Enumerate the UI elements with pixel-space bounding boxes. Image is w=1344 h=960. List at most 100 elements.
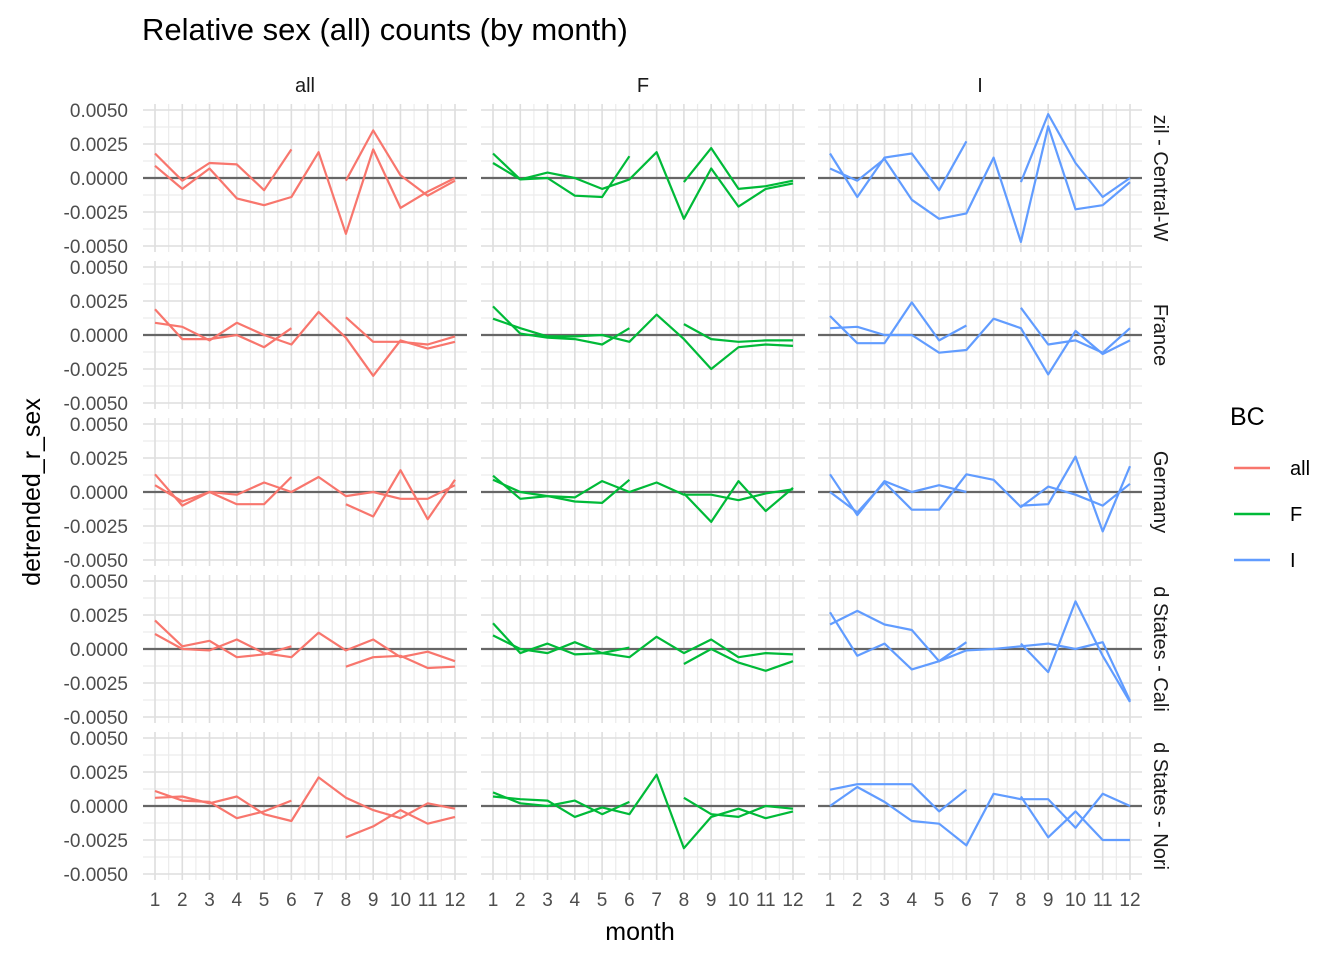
x-tick-label: 2 [515,890,526,911]
row-strip-label: zil - Central-W [1149,115,1171,242]
series-line-I [829,140,968,199]
facet-panel [143,575,467,723]
column-strip-label: all [295,75,315,97]
series-line-F [492,152,631,199]
row-strip-labels: zil - Central-W France Germany d States - C… [1149,115,1171,870]
facet-panel [143,104,467,252]
series-line-all [154,475,456,503]
series-line-all [345,469,456,521]
x-tick-label: 4 [570,890,581,911]
column-strip-labels: all F I [295,75,983,97]
x-axis-tick-labels: 1 2 3 4 5 6 7 8 9 10 11 12 1 2 3 4 5 6 7 8 9 10 11 12 1 2 3 4 5 6 7 8 9 1… [150,890,1141,911]
series-line-F [492,474,631,504]
y-tick-label: -0.0050 [64,708,128,729]
x-tick-label: 11 [418,890,438,911]
y-tick-label: -0.0050 [64,237,128,258]
row-strip-label: France [1149,304,1171,366]
x-tick-label: 2 [852,890,863,911]
x-tick-label: 10 [390,890,411,911]
y-axis-tick-labels: -0.0050-0.00250.00000.00250.0050-0.0050-… [64,101,128,886]
x-tick-label: 6 [286,890,297,911]
y-tick-label: 0.0050 [70,415,128,436]
series-line-F [492,151,794,220]
legend: BC all F I [1230,403,1310,572]
series-line-I [1020,455,1132,533]
series-line-F [683,796,794,819]
series-line-F [492,313,794,371]
x-tick-label: 9 [706,890,717,911]
x-tick-label: 5 [259,890,270,911]
facet-panel [481,104,805,252]
row-strip-label: d States - Cali [1149,586,1171,712]
y-tick-label: 0.0050 [70,729,128,750]
series-line-I [1019,795,1130,842]
x-tick-label: 2 [177,890,188,911]
series-line-I [829,125,1131,243]
y-tick-label: 0.0000 [70,326,128,347]
x-tick-label: 7 [988,890,999,911]
x-tick-label: 9 [1043,890,1054,911]
facet-panel [481,732,805,880]
y-tick-label: 0.0050 [70,101,128,122]
y-tick-label: -0.0050 [64,865,128,886]
y-tick-label: 0.0025 [70,449,128,470]
y-tick-label: 0.0000 [70,483,128,504]
column-strip-label: I [977,75,983,97]
y-tick-label: -0.0050 [64,394,128,415]
series-line-F [492,622,630,656]
series-line-all [154,308,293,349]
facet-panel [818,418,1142,566]
x-tick-label: 4 [232,890,243,911]
facet-panel [818,732,1142,880]
y-tick-label: 0.0025 [70,135,128,156]
series-line-all [154,310,456,377]
x-tick-label: 1 [150,890,161,911]
x-tick-label: 9 [368,890,379,911]
x-axis-label: month [605,918,674,946]
y-tick-label: -0.0050 [64,551,128,572]
series-line-I [1020,600,1131,703]
series-line-I [829,611,968,671]
row-strip-label: d States - Nori [1149,742,1171,870]
facet-panel [481,575,805,723]
column-strip-label: F [637,75,649,97]
y-tick-label: -0.0025 [64,517,128,538]
x-tick-label: 8 [1016,890,1027,911]
y-tick-label: -0.0025 [64,360,128,381]
series-line-all [154,148,456,235]
series-line-F [492,478,794,502]
facet-panel [143,732,467,880]
x-tick-label: 11 [756,890,776,911]
series-line-I [1020,307,1131,354]
legend-label: all [1290,458,1310,480]
series-line-all [344,129,456,197]
x-tick-label: 8 [341,890,352,911]
series-line-all [154,473,293,507]
series-line-I [829,785,1131,847]
y-tick-label: 0.0000 [70,797,128,818]
x-tick-label: 7 [313,890,324,911]
series-line-all [154,631,456,663]
y-tick-label: 0.0050 [70,572,128,593]
x-tick-label: 3 [879,890,890,911]
x-tick-label: 10 [728,890,749,911]
series-line-I [1019,112,1131,199]
series-line-all [154,148,293,192]
y-tick-label: 0.0025 [70,606,128,627]
facet-panel [818,104,1142,252]
y-tick-label: 0.0025 [70,292,128,313]
series-line-I [829,783,968,813]
facet-panel [818,261,1142,409]
series-line-I [829,301,967,345]
series-line-all [345,654,456,670]
x-tick-label: 4 [907,890,918,911]
series-line-F [492,791,630,816]
legend-title: BC [1230,403,1265,431]
facet-panel [143,418,467,566]
series-line-F [683,647,794,672]
facet-panels [143,104,1142,880]
series-line-F [492,773,794,850]
x-tick-label: 5 [934,890,945,911]
series-line-F [492,305,630,346]
y-axis-label: detrended_r_sex [18,398,46,586]
